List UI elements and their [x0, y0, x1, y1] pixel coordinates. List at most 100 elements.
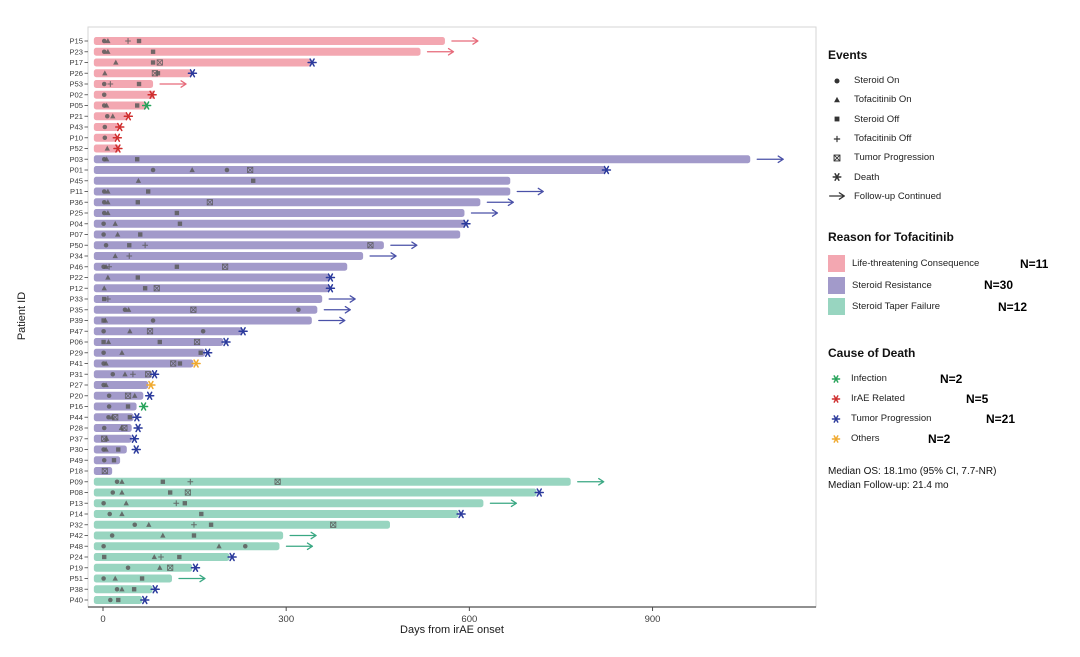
svg-text:P31: P31 — [69, 370, 83, 379]
svg-text:P13: P13 — [69, 499, 83, 508]
death-icon — [828, 171, 846, 183]
legend-event-label: Follow-up Continued — [854, 190, 942, 202]
legend-cause-label: Tumor Progression — [851, 413, 932, 425]
svg-text:P15: P15 — [69, 37, 83, 46]
svg-text:P03: P03 — [69, 155, 83, 164]
svg-text:P09: P09 — [69, 477, 83, 486]
color-swatch — [828, 276, 845, 294]
svg-text:P41: P41 — [69, 359, 83, 368]
cause-count: N=2 — [928, 431, 951, 446]
legend-cause-item: IrAE Related N=5 — [828, 389, 1076, 409]
color-swatch — [828, 255, 845, 273]
legend-panel: Events Steroid On Tofacitinib On Steroid O… — [828, 48, 1076, 494]
death-asterisk-icon — [828, 393, 844, 405]
svg-text:P16: P16 — [69, 402, 83, 411]
svg-text:P50: P50 — [69, 241, 83, 250]
legend-event-item: Death — [828, 167, 1076, 186]
legend-reason-item: Life-threatening Consequence N=11 — [828, 253, 1076, 275]
group-count: N=11 — [1020, 256, 1049, 271]
svg-text:P42: P42 — [69, 531, 83, 540]
legend-cause-title: Cause of Death — [828, 345, 916, 360]
svg-text:P36: P36 — [69, 198, 83, 207]
svg-text:P05: P05 — [69, 101, 83, 110]
svg-text:P11: P11 — [70, 187, 83, 196]
svg-text:0: 0 — [100, 614, 105, 625]
legend-cause-label: Infection — [851, 373, 887, 385]
color-swatch — [828, 298, 845, 316]
death-asterisk-icon — [828, 373, 844, 385]
svg-text:P25: P25 — [69, 209, 83, 218]
svg-text:P24: P24 — [69, 553, 83, 562]
svg-text:P43: P43 — [69, 123, 83, 132]
legend-events-title: Events — [828, 48, 868, 62]
median-followup-text: Median Follow-up: 21.4 mo — [828, 480, 949, 492]
group-count: N=30 — [984, 278, 1014, 293]
svg-text:P39: P39 — [69, 316, 83, 325]
legend-event-label: Tofacitinib Off — [854, 133, 912, 145]
svg-text:P12: P12 — [69, 284, 83, 293]
svg-text:P19: P19 — [69, 563, 83, 572]
svg-text:P45: P45 — [69, 176, 83, 185]
legend-event-label: Tofacitinib On — [854, 94, 912, 106]
median-stats: Median OS: 18.1mo (95% CI, 7.7-NR) Media… — [828, 465, 1076, 494]
legend-events-section: Events Steroid On Tofacitinib On Steroid O… — [828, 48, 1076, 206]
legend-event-item: Steroid On — [828, 71, 1076, 90]
cause-count: N=2 — [940, 371, 963, 386]
tumor-progression-icon — [828, 152, 846, 164]
svg-text:P51: P51 — [69, 574, 83, 583]
legend-reason-item: Steroid Resistance N=30 — [828, 275, 1076, 297]
legend-reason-title: Reason for Tofacitinib — [828, 230, 954, 245]
legend-cause-label: Others — [851, 433, 880, 445]
svg-text:P38: P38 — [69, 585, 83, 594]
followup-icon — [828, 190, 846, 202]
legend-reason-label: Steroid Taper Failure — [852, 301, 941, 313]
group-count: N=12 — [998, 299, 1028, 314]
svg-text:P20: P20 — [69, 391, 83, 400]
svg-text:P52: P52 — [69, 144, 83, 153]
death-asterisk-icon — [828, 433, 844, 445]
cause-count: N=5 — [966, 391, 989, 406]
y-axis-title: Patient ID — [16, 291, 28, 341]
svg-text:P33: P33 — [69, 295, 83, 304]
legend-cause-item: Infection N=2 — [828, 369, 1076, 389]
svg-text:P22: P22 — [69, 273, 83, 282]
legend-event-item: Tumor Progression — [828, 148, 1076, 167]
svg-text:P29: P29 — [69, 348, 83, 357]
x-axis-title: Days from irAE onset — [400, 624, 504, 636]
legend-event-item: Tofacitinib Off — [828, 129, 1076, 148]
svg-text:P01: P01 — [69, 166, 83, 175]
svg-text:P32: P32 — [69, 520, 83, 529]
tofacitinib-on-icon — [828, 94, 846, 106]
legend-cause-label: IrAE Related — [851, 393, 905, 405]
svg-text:P02: P02 — [69, 90, 83, 99]
svg-text:P21: P21 — [69, 112, 83, 121]
svg-text:P40: P40 — [69, 596, 83, 605]
cause-count: N=21 — [986, 411, 1016, 426]
svg-text:P26: P26 — [69, 69, 83, 78]
svg-text:P49: P49 — [69, 456, 83, 465]
svg-text:P06: P06 — [69, 338, 83, 347]
legend-event-item: Tofacitinib On — [828, 90, 1076, 109]
svg-text:P28: P28 — [69, 424, 83, 433]
svg-text:P30: P30 — [69, 445, 83, 454]
steroid-on-icon — [828, 75, 846, 87]
svg-text:P44: P44 — [69, 413, 83, 422]
legend-event-label: Death — [854, 171, 880, 183]
legend-event-item: Follow-up Continued — [828, 187, 1076, 206]
svg-text:P46: P46 — [69, 262, 83, 271]
median-os-text: Median OS: 18.1mo (95% CI, 7.7-NR) — [828, 465, 997, 477]
svg-text:P34: P34 — [69, 252, 83, 261]
svg-text:600: 600 — [461, 614, 477, 625]
legend-event-label: Steroid Off — [854, 113, 900, 125]
death-asterisk-icon — [828, 413, 844, 425]
legend-event-item: Steroid Off — [828, 110, 1076, 129]
legend-cause-section: Cause of Death Infection N=2 IrAE Related N… — [828, 346, 1076, 449]
svg-text:900: 900 — [645, 614, 661, 625]
legend-reason-section: Reason for Tofacitinib Life-threatening … — [828, 230, 1076, 318]
svg-text:P48: P48 — [69, 542, 83, 551]
legend-cause-item: Others N=2 — [828, 429, 1076, 449]
svg-text:P37: P37 — [69, 434, 83, 443]
svg-text:P14: P14 — [69, 510, 83, 519]
